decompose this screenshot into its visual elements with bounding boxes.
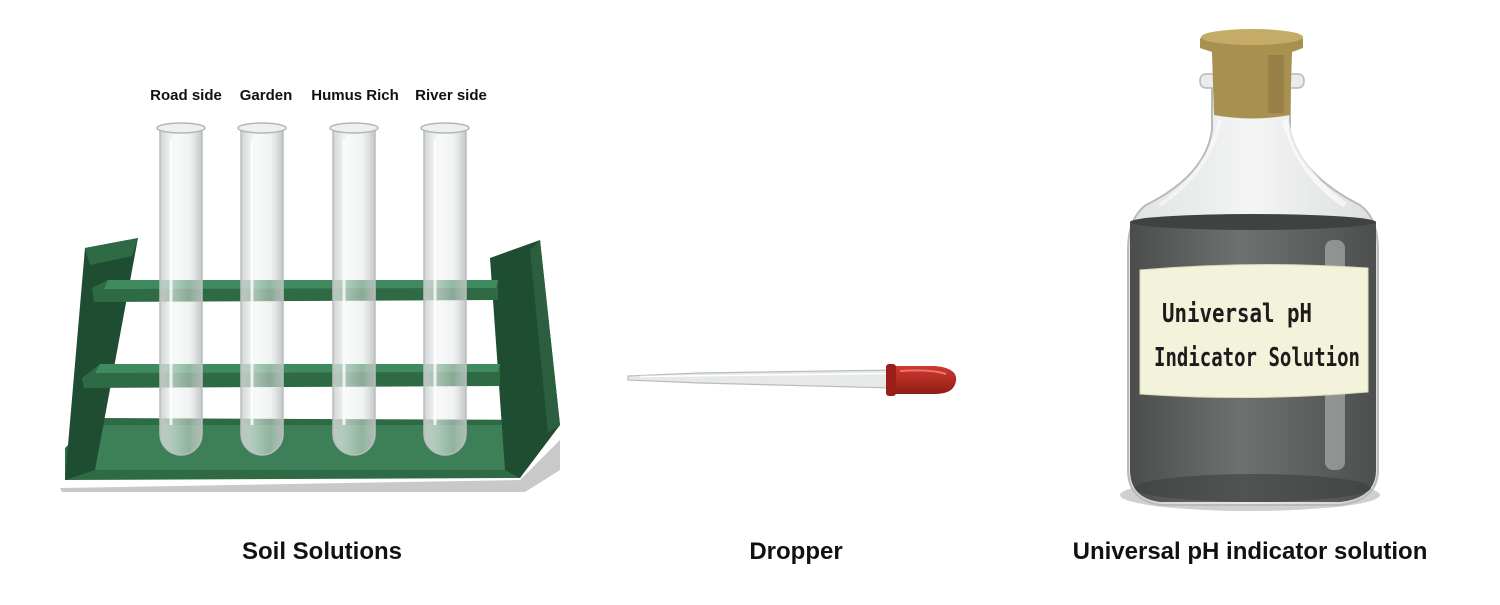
test-tube-glass [159,127,203,456]
dropper-bulb-shine [899,369,947,375]
bottle-shoulder-highlight [1282,119,1347,208]
test-tube [420,122,470,456]
test-tube-rim [420,122,470,134]
rack-right-plate-light [530,240,560,433]
cork-side-shade [1268,55,1284,113]
test-tube-glass [423,127,467,456]
tube-label-garden: Garden [240,87,293,104]
caption-soil-solutions: Soil Solutions [242,538,402,565]
tube-label-humus-rich: Humus Rich [311,87,399,104]
test-tube-rim [156,122,206,134]
indicator-bottle: Universal pH Indicator Solution [1120,29,1380,511]
dropper [627,364,957,396]
liquid-surface [1130,214,1376,230]
test-tube [156,122,206,456]
rack-left-plate-face [85,238,138,265]
test-tube-rim [237,122,287,134]
liquid-bottom [1135,474,1371,502]
caption-dropper: Dropper [749,538,842,565]
test-tube-rack [60,238,560,492]
rack-shadow [60,440,560,492]
bottle-label-line1: Universal pH [1162,299,1312,329]
test-tube-glass [240,127,284,456]
cork-top [1201,29,1303,45]
bottle-label [1139,263,1369,399]
tube-labels: Road side Garden Humus Rich River side [150,87,487,104]
test-tube [237,122,287,456]
bottle-shoulder-highlight-left [1158,119,1222,207]
bottle-label-line2: Indicator Solution [1154,343,1360,373]
test-tube-rim [329,122,379,134]
test-tubes [156,122,470,456]
tube-label-river-side: River side [415,87,487,104]
dropper-tube [627,369,894,389]
test-tube-glass [332,127,376,456]
dropper-bulb-collar [886,364,896,396]
dropper-highlight [639,372,891,378]
tube-label-road-side: Road side [150,87,222,104]
caption-universal-ph-indicator: Universal pH indicator solution [1073,538,1428,565]
test-tube [329,122,379,456]
rack-base-top [80,425,545,470]
